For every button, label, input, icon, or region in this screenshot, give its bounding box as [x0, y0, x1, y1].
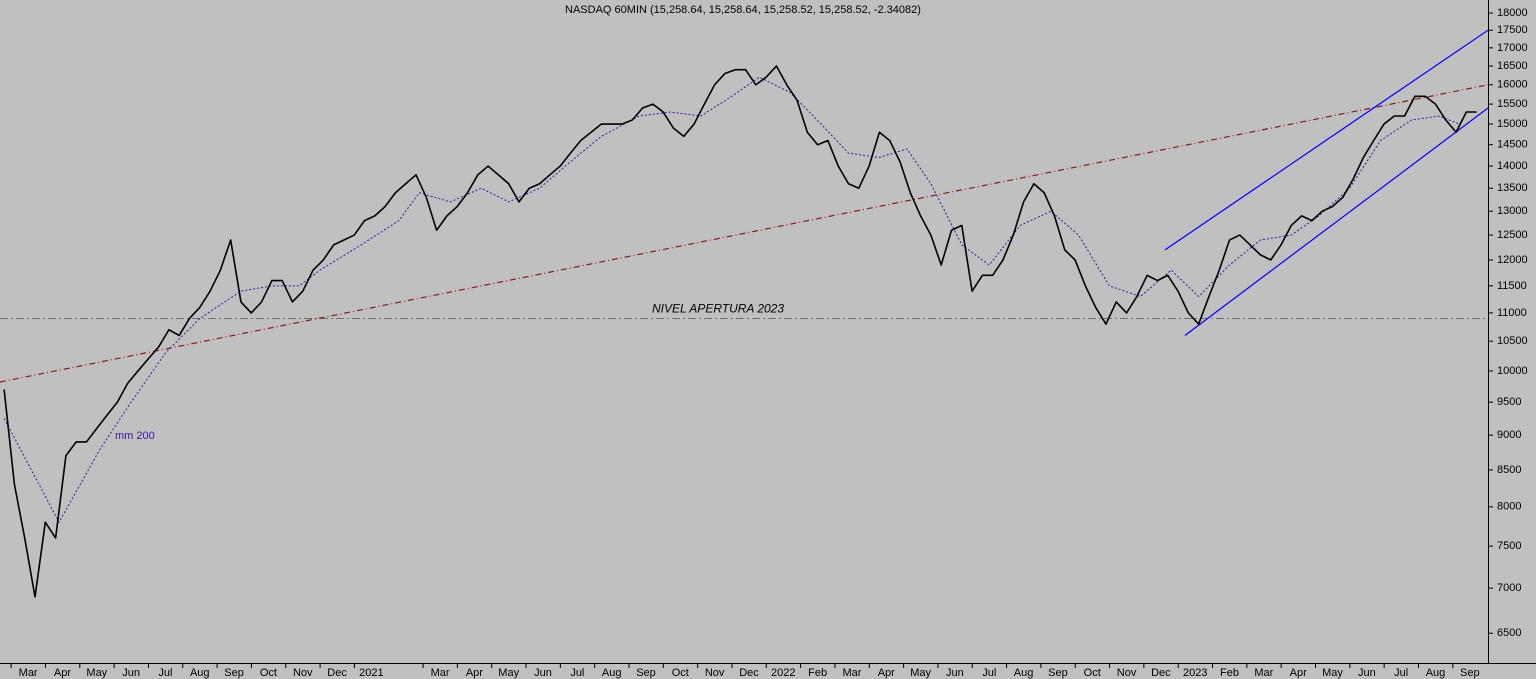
ma-label: mm 200 [115, 430, 155, 442]
x-tick-label: May [910, 667, 931, 679]
y-tick-label: 15000 [1497, 118, 1528, 130]
y-tick-label: 11500 [1497, 280, 1527, 292]
y-tick-label: 13500 [1497, 182, 1528, 194]
y-tick-label: 18000 [1497, 7, 1528, 19]
price-line [3, 65, 1477, 598]
x-tick-label: Jul [158, 667, 172, 679]
x-tick-label: 2023 [1183, 667, 1207, 679]
x-tick-label: May [86, 667, 107, 679]
x-tick-label: Dec [327, 667, 347, 679]
trend-line [0, 84, 1488, 383]
y-tick-label: 17000 [1497, 42, 1528, 54]
y-tick-label: 7000 [1497, 582, 1521, 594]
y-tick-label: 6500 [1497, 627, 1521, 639]
x-tick-label: Jun [534, 667, 552, 679]
x-tick-label: Feb [808, 667, 827, 679]
x-tick-label: Sep [636, 667, 656, 679]
y-tick-label: 13000 [1497, 205, 1528, 217]
x-tick-label: Oct [672, 667, 689, 679]
trend-line [1184, 107, 1488, 336]
y-tick-label: 14000 [1497, 160, 1528, 172]
x-tick-label: Apr [878, 667, 895, 679]
x-tick-label: Jul [570, 667, 584, 679]
y-tick-label: 15500 [1497, 98, 1528, 110]
x-tick-label: Jul [1394, 667, 1408, 679]
x-tick-label: Apr [54, 667, 71, 679]
x-tick-label: Aug [602, 667, 622, 679]
x-tick-label: Aug [190, 667, 210, 679]
x-tick-label: Nov [293, 667, 313, 679]
trend-line [1164, 29, 1488, 251]
x-tick-label: Jun [946, 667, 964, 679]
x-tick-label: Aug [1426, 667, 1446, 679]
x-tick-label: Mar [19, 667, 38, 679]
x-tick-label: Sep [224, 667, 244, 679]
y-tick-label: 7500 [1497, 540, 1521, 552]
x-tick-label: Nov [1117, 667, 1137, 679]
y-tick-label: 8500 [1497, 464, 1521, 476]
y-tick-label: 10500 [1497, 335, 1528, 347]
x-tick-label: Sep [1460, 667, 1480, 679]
x-tick-label: Oct [260, 667, 277, 679]
y-tick-label: 12500 [1497, 229, 1528, 241]
y-tick-label: 9500 [1497, 396, 1521, 408]
x-tick-label: Oct [1084, 667, 1101, 679]
x-tick-label: Dec [739, 667, 759, 679]
x-tick-label: Mar [1254, 667, 1273, 679]
y-tick-label: 9000 [1497, 429, 1521, 441]
y-tick-label: 16000 [1497, 79, 1528, 91]
x-tick-label: Mar [842, 667, 861, 679]
y-tick-label: 8000 [1497, 501, 1521, 513]
x-tick-label: Sep [1048, 667, 1068, 679]
x-tick-label: Aug [1014, 667, 1034, 679]
x-tick-label: Jun [122, 667, 140, 679]
moving-average-line [3, 76, 1460, 523]
y-tick-label: 17500 [1497, 24, 1528, 36]
plot-area [0, 29, 1488, 598]
x-tick-label: Apr [1290, 667, 1307, 679]
chart-title: NASDAQ 60MIN (15,258.64, 15,258.64, 15,2… [565, 4, 921, 16]
x-tick-label: Dec [1151, 667, 1171, 679]
x-tick-label: Feb [1220, 667, 1239, 679]
y-tick-label: 12000 [1497, 254, 1528, 266]
y-tick-label: 16500 [1497, 60, 1528, 72]
y-tick-label: 10000 [1497, 365, 1528, 377]
x-tick-label: Nov [705, 667, 725, 679]
level-label: NIVEL APERTURA 2023 [652, 302, 784, 316]
x-tick-label: May [498, 667, 519, 679]
y-tick-label: 11000 [1497, 307, 1527, 319]
x-tick-label: Jun [1358, 667, 1376, 679]
x-tick-label: 2022 [771, 667, 795, 679]
x-tick-label: May [1322, 667, 1343, 679]
x-tick-label: 2021 [359, 667, 383, 679]
x-tick-label: Jul [982, 667, 996, 679]
x-tick-label: Apr [466, 667, 483, 679]
x-tick-label: Mar [431, 667, 450, 679]
y-tick-label: 14500 [1497, 139, 1528, 151]
